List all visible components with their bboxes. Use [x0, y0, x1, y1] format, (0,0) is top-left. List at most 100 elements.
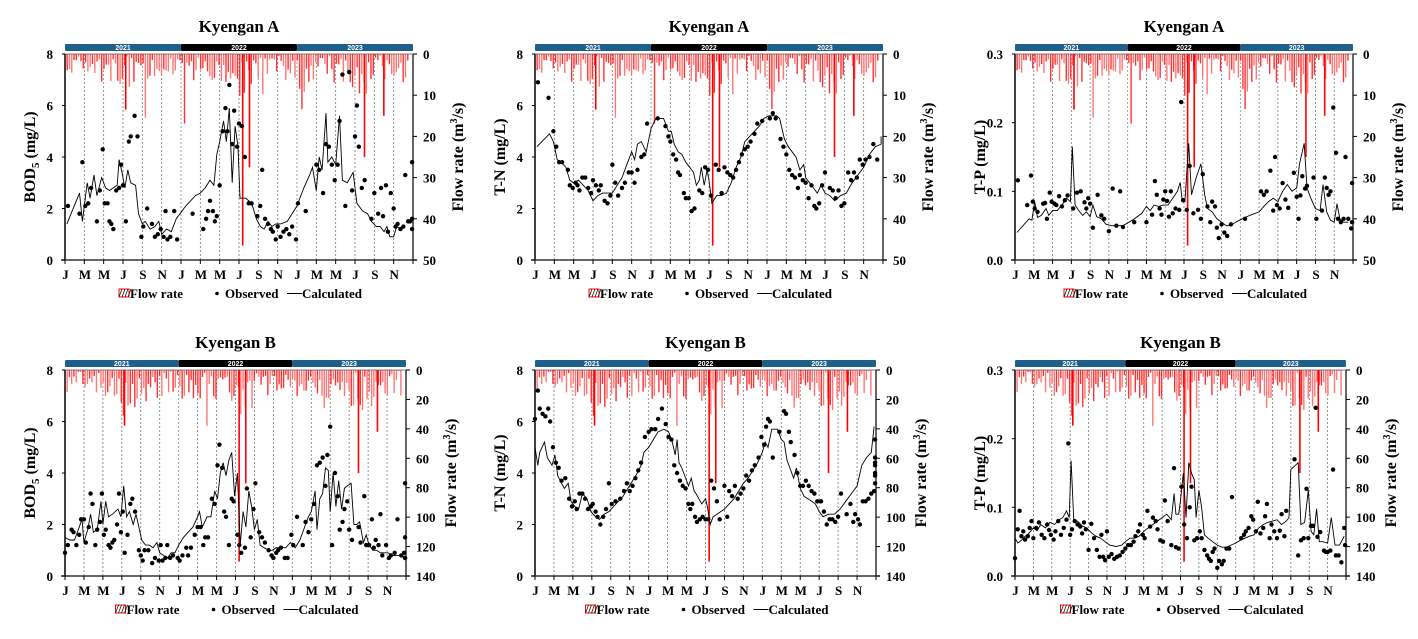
year-bar-2023	[292, 360, 406, 367]
flow-bar	[665, 54, 667, 71]
flow-bar	[197, 54, 200, 58]
flow-bar	[285, 370, 287, 375]
observed-point	[335, 162, 340, 167]
observed-point	[1117, 553, 1123, 558]
observed-point	[376, 211, 381, 216]
observed-point	[546, 406, 551, 411]
flow-bar	[723, 370, 726, 381]
flow-bar	[1054, 54, 1056, 65]
observed-point	[201, 542, 206, 548]
flow-bar	[656, 54, 658, 63]
observed-point	[1168, 189, 1174, 194]
flow-bar	[660, 54, 663, 62]
legend-calculated-label: Calculated	[772, 286, 833, 301]
flow-bar	[737, 370, 739, 396]
flow-bar	[95, 370, 98, 393]
flow-bar	[1280, 54, 1282, 65]
flow-bar	[849, 370, 852, 386]
flow-bar	[1040, 54, 1043, 65]
flow-bar	[379, 370, 382, 386]
flow-bar	[312, 370, 314, 383]
year-label-2023: 2023	[817, 45, 833, 52]
flow-bar	[1320, 54, 1322, 56]
flow-bar-peak	[833, 54, 836, 157]
flow-bar	[271, 370, 274, 377]
observed-point	[863, 499, 868, 504]
flow-bar	[116, 370, 118, 395]
calculated-line	[1014, 460, 1345, 548]
flow-bar	[1049, 54, 1052, 82]
flow-bar	[390, 54, 393, 74]
legend-flow-label: Flow rate	[597, 602, 650, 617]
flow-bar	[1282, 54, 1284, 59]
flow-bar	[310, 54, 312, 66]
flow-bar	[809, 370, 811, 390]
flow-bar	[1045, 54, 1047, 62]
observed-point	[630, 483, 635, 489]
observed-point	[680, 483, 685, 489]
observed-point	[822, 170, 828, 175]
flow-bar	[210, 370, 213, 377]
flow-bar	[795, 370, 798, 398]
flow-bar	[1071, 370, 1073, 416]
flow-bar	[757, 370, 759, 380]
year-label-2021: 2021	[1064, 45, 1080, 52]
flow-bar	[84, 370, 86, 387]
flow-bar	[1250, 370, 1253, 381]
flow-bar-peak	[363, 54, 366, 157]
legend-calculated-label: Calculated	[299, 602, 360, 617]
observed-point	[114, 188, 119, 193]
x-tick-label: N	[157, 267, 167, 282]
flow-bar	[111, 370, 113, 379]
flow-bar	[321, 54, 324, 59]
flow-bar	[637, 370, 640, 393]
flow-bar	[785, 54, 787, 63]
flow-bar	[608, 370, 610, 379]
flow-bar	[570, 54, 573, 82]
flow-bar	[1228, 370, 1231, 375]
flow-bar	[1106, 370, 1108, 377]
flow-bar	[1331, 54, 1334, 74]
flow-bar	[298, 370, 301, 387]
observed-point	[1114, 223, 1119, 228]
flow-bar	[1333, 370, 1336, 394]
observed-point	[669, 437, 674, 442]
observed-point	[1163, 189, 1168, 194]
flow-bar	[316, 370, 319, 394]
y2-tick-label: 0	[893, 47, 900, 62]
observed-point	[1343, 154, 1348, 160]
observed-point	[759, 118, 765, 124]
flow-bar	[662, 370, 665, 399]
flow-bar	[280, 54, 282, 61]
flow-bar	[1032, 54, 1034, 69]
flow-bar	[158, 370, 161, 377]
flow-bar	[1217, 370, 1220, 377]
x-tick-label: J	[590, 267, 597, 282]
flow-bar	[73, 370, 75, 377]
flow-bar	[1201, 54, 1204, 78]
flow-bar	[1070, 54, 1072, 79]
observed-point	[192, 532, 197, 537]
observed-point	[380, 553, 385, 558]
flow-bar	[842, 54, 844, 75]
legend-hatch	[594, 288, 599, 298]
observed-point	[86, 201, 91, 206]
flow-bar	[266, 54, 269, 74]
observed-point	[230, 141, 235, 147]
flow-bar	[802, 370, 804, 380]
flow-bar	[1082, 370, 1084, 408]
flow-bar	[775, 370, 777, 391]
observed-point	[281, 229, 286, 234]
flow-bar	[129, 370, 131, 404]
observed-point	[608, 193, 613, 198]
flow-bar	[713, 54, 716, 93]
observed-point	[380, 214, 386, 219]
x-tick-label: N	[273, 267, 283, 282]
flow-bar	[593, 54, 596, 66]
flow-bar	[147, 370, 150, 385]
flow-bar	[73, 54, 75, 61]
flow-bar	[285, 54, 287, 81]
flow-bar	[768, 370, 771, 387]
observed-point	[677, 172, 683, 178]
flow-bar	[741, 370, 744, 377]
